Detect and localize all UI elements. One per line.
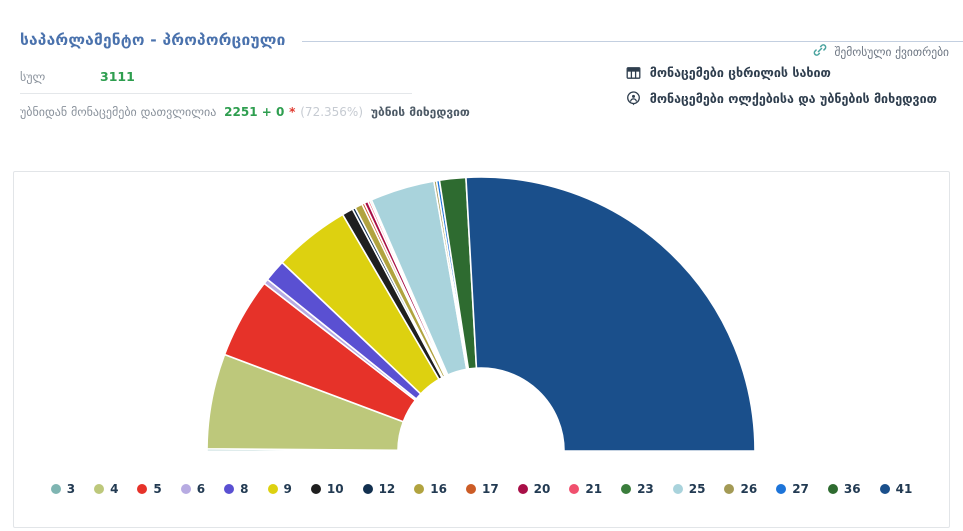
- legend-dot-10: [310, 484, 321, 494]
- legend-dot-41: [879, 484, 890, 494]
- legend-item-21[interactable]: 21: [569, 482, 602, 496]
- legend-label-9: 9: [283, 482, 292, 496]
- counted-value: 2251 + 0: [224, 105, 285, 119]
- legend-label-23: 23: [637, 482, 654, 496]
- legend-item-12[interactable]: 12: [362, 482, 396, 496]
- legend-label-27: 27: [792, 482, 809, 496]
- legend-dot-23: [621, 484, 632, 494]
- counted-percent: (72.356%): [300, 105, 364, 119]
- legend-label-36: 36: [843, 482, 861, 496]
- counted-asterisk: *: [289, 105, 296, 119]
- total-value: 3111: [100, 69, 135, 84]
- by-precinct-label: უბნის მიხედვით: [370, 105, 470, 119]
- legend-item-41[interactable]: 41: [879, 482, 913, 496]
- legend-dot-27: [776, 484, 787, 494]
- legend-item-27[interactable]: 27: [776, 482, 809, 496]
- legend-item-3[interactable]: 3: [50, 482, 76, 496]
- legend-label-3: 3: [66, 482, 76, 496]
- legend-dot-9: [267, 484, 278, 494]
- legend-label-20: 20: [533, 482, 551, 496]
- legend-dot-16: [414, 484, 425, 494]
- districts-view-label: მონაცემები ოლქებისა და უბნების მიხედვით: [649, 91, 937, 106]
- legend-dot-17: [465, 484, 476, 494]
- legend-item-26[interactable]: 26: [724, 482, 757, 496]
- legend-label-4: 4: [110, 482, 119, 496]
- legend-item-9[interactable]: 9: [267, 482, 292, 496]
- person-pin-icon: [626, 91, 641, 106]
- counted-row: უბნიდან მონაცემები დათვლილია 2251 + 0 * …: [20, 94, 470, 119]
- legend-item-17[interactable]: 17: [465, 482, 499, 496]
- legend-item-20[interactable]: 20: [517, 482, 551, 496]
- legend-label-12: 12: [378, 482, 396, 496]
- legend-item-23[interactable]: 23: [621, 482, 654, 496]
- title-divider: [301, 41, 963, 42]
- legend-item-25[interactable]: 25: [672, 482, 706, 496]
- chart-legend: 3 4 5 6 8 9 10 12 16 17 20 21 23 25 26 27 36 41: [14, 482, 949, 496]
- total-row: სულ 3111: [20, 63, 412, 94]
- legend-dot-5: [137, 484, 148, 494]
- chart-card: 3 4 5 6 8 9 10 12 16 17 20 21 23 25 26 27 36 41: [13, 171, 950, 528]
- counted-label: უბნიდან მონაცემები დათვლილია: [20, 105, 217, 119]
- legend-item-5[interactable]: 5: [137, 482, 162, 496]
- legend-dot-36: [827, 484, 838, 494]
- legend-label-8: 8: [240, 482, 249, 496]
- legend-item-36[interactable]: 36: [827, 482, 861, 496]
- legend-label-17: 17: [481, 482, 499, 496]
- legend-dot-21: [569, 484, 580, 494]
- title-row: საპარლამენტო - პროპორციული: [20, 31, 963, 49]
- legend-item-6[interactable]: 6: [180, 482, 206, 496]
- view-links: მონაცემები ცხრილის სახით მონაცემები ოლქე…: [626, 63, 943, 106]
- legend-label-26: 26: [740, 482, 758, 496]
- half-donut-chart: [206, 176, 756, 452]
- legend-dot-3: [50, 484, 61, 494]
- legend-label-6: 6: [196, 482, 206, 496]
- legend-dot-8: [224, 484, 235, 494]
- legend-label-25: 25: [688, 482, 706, 496]
- legend-dot-4: [94, 484, 105, 494]
- legend-dot-25: [672, 484, 683, 494]
- legend-dot-6: [180, 484, 191, 494]
- legend-label-16: 16: [430, 482, 447, 496]
- legend-label-21: 21: [585, 482, 603, 496]
- legend-item-4[interactable]: 4: [94, 482, 118, 496]
- legend-dot-26: [724, 484, 735, 494]
- page-title: საპარლამენტო - პროპორციული: [20, 31, 286, 49]
- table-icon: [626, 66, 641, 80]
- chart-slice-41[interactable]: [465, 176, 756, 452]
- receipts-link[interactable]: შემოსული ქვითრები: [813, 43, 949, 60]
- legend-item-10[interactable]: 10: [310, 482, 344, 496]
- legend-item-16[interactable]: 16: [414, 482, 447, 496]
- stats-row: სულ 3111 უბნიდან მონაცემები დათვლილია 22…: [20, 63, 943, 119]
- link-chain-icon: [813, 43, 827, 60]
- receipts-link-label: შემოსული ქვითრები: [834, 44, 949, 59]
- districts-view-link[interactable]: მონაცემები ოლქებისა და უბნების მიხედვით: [626, 91, 937, 106]
- legend-label-5: 5: [153, 482, 162, 496]
- total-label: სულ: [20, 69, 46, 84]
- legend-label-41: 41: [895, 482, 913, 496]
- table-view-label: მონაცემები ცხრილის სახით: [649, 65, 831, 80]
- legend-dot-20: [517, 484, 528, 494]
- legend-item-8[interactable]: 8: [224, 482, 249, 496]
- stats-panel: სულ 3111 უბნიდან მონაცემები დათვლილია 22…: [20, 63, 470, 119]
- legend-label-10: 10: [326, 482, 344, 496]
- legend-dot-12: [362, 484, 373, 494]
- table-view-link[interactable]: მონაცემები ცხრილის სახით: [626, 65, 937, 80]
